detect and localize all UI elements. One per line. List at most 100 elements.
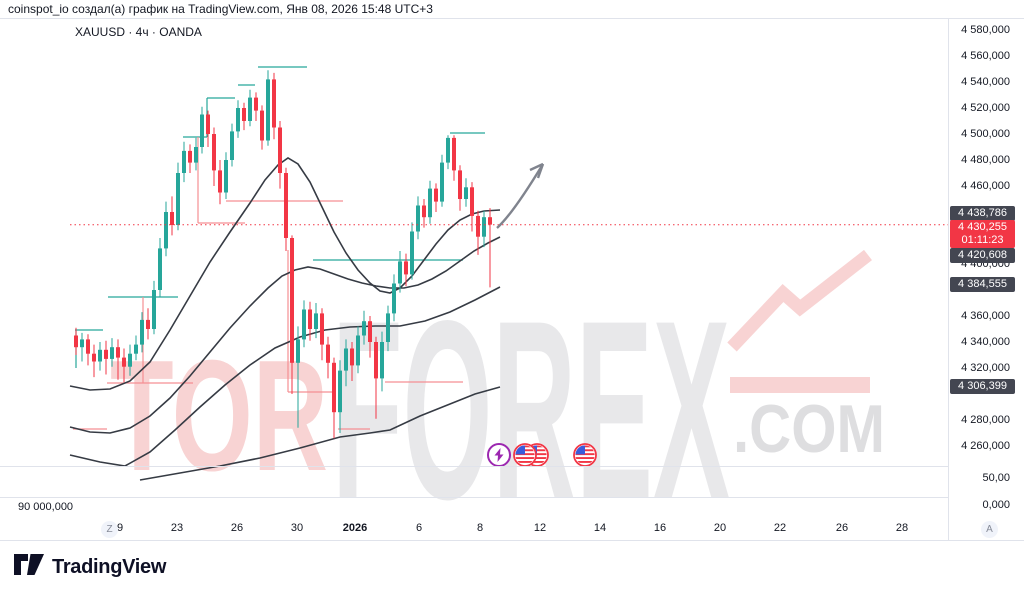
candle-body: [308, 309, 312, 329]
candle-body: [326, 344, 330, 363]
axis-reset-button[interactable]: A: [981, 521, 998, 538]
us-flag-event-icon[interactable]: [513, 443, 537, 467]
price-tick-label: 4 460,000: [961, 180, 1010, 192]
top-frame-line: [0, 18, 1024, 19]
candle-body: [392, 283, 396, 314]
volume-axis-right-label: 0,000: [982, 499, 1010, 511]
candle-body: [212, 134, 216, 171]
pane-separator-2[interactable]: [0, 497, 948, 498]
time-tick-label: 20: [713, 522, 727, 534]
timezone-button[interactable]: Z: [101, 521, 118, 538]
price-axis-border: [948, 18, 949, 540]
candle-body: [362, 321, 366, 336]
candle-body: [116, 347, 120, 358]
us-flag-event-icon[interactable]: [573, 443, 597, 467]
candle-body: [164, 212, 168, 249]
candle-body: [176, 173, 180, 225]
candle-body: [368, 321, 372, 342]
time-tick-label: 2026: [342, 522, 368, 534]
candle-body: [380, 342, 384, 379]
candle-body: [470, 187, 474, 216]
time-tick-label: 16: [653, 522, 667, 534]
candle-body: [446, 137, 450, 163]
time-tick-label: 8: [476, 522, 484, 534]
candle-body: [332, 362, 336, 413]
candle-body: [92, 353, 96, 362]
candle-body: [440, 162, 444, 202]
candle-body: [410, 231, 414, 275]
candle-body: [98, 349, 102, 362]
symbol-title: XAUUSD · 4ч · OANDA: [75, 25, 202, 39]
candle-body: [170, 212, 174, 225]
watermark-underline: [730, 377, 870, 393]
volume-axis-label: 90 000,000: [18, 501, 74, 513]
candle-body: [404, 261, 408, 275]
time-tick-label: 26: [230, 522, 244, 534]
candle-body: [374, 342, 378, 379]
price-badge: 4 420,608: [950, 248, 1015, 263]
price-badge: 4 438,786: [950, 206, 1015, 221]
tradingview-logo-text: TradingView: [52, 555, 167, 578]
price-badge: 4 384,555: [950, 277, 1015, 292]
candle-body: [266, 79, 270, 141]
price-tick-label: 4 560,000: [961, 50, 1010, 62]
candle-body: [458, 170, 462, 199]
time-tick-label: 30: [290, 522, 304, 534]
tradingview-logo[interactable]: TradingView: [14, 554, 166, 580]
price-badge: 4 430,255 01:11:23: [950, 220, 1015, 248]
watermark-word-gray: FOREX: [332, 268, 730, 553]
trend-arrow-head: [529, 162, 544, 172]
candle-body: [302, 309, 306, 340]
ma-slowest[interactable]: [139, 386, 501, 481]
event-icons-layer[interactable]: [487, 443, 597, 467]
candle-body: [242, 108, 246, 121]
candle-body: [80, 339, 84, 348]
price-tick-label: 4 360,000: [961, 310, 1010, 322]
time-tick-label: 22: [773, 522, 787, 534]
time-tick-label: 23: [170, 522, 184, 534]
candle-body: [218, 170, 222, 193]
candle-body: [134, 344, 138, 354]
candle-body: [476, 215, 480, 237]
time-tick-label: 26: [835, 522, 849, 534]
watermark-zigzag-arrow: [727, 249, 872, 352]
candle-body: [272, 79, 276, 128]
lightning-event-icon[interactable]: [487, 443, 511, 467]
candle-body: [200, 114, 204, 147]
time-tick-label: 14: [593, 522, 607, 534]
candle-body: [344, 348, 348, 371]
candle-body: [284, 173, 288, 238]
candle-body: [254, 97, 258, 111]
trend-arrow[interactable]: [496, 163, 545, 229]
candle-body: [320, 313, 324, 345]
candle-body: [206, 114, 210, 134]
candle-body: [194, 147, 198, 163]
price-tick-label: 4 500,000: [961, 128, 1010, 140]
candle-body: [434, 188, 438, 202]
chart-plot-layer[interactable]: [69, 66, 948, 481]
watermark: TOR FOREX .COM: [110, 249, 885, 553]
ma-slow[interactable]: [69, 286, 501, 467]
time-tick-label: 28: [895, 522, 909, 534]
price-tick-label: 4 580,000: [961, 24, 1010, 36]
ma-mid[interactable]: [69, 236, 501, 434]
bottom-frame-line: [0, 540, 1024, 541]
candle-body: [74, 335, 78, 348]
candle-body: [122, 357, 126, 367]
candle-body: [128, 353, 132, 367]
candle-body: [338, 370, 342, 413]
candle-body: [278, 127, 282, 173]
ma-fast[interactable]: [69, 157, 501, 391]
tradingview-logo-icon: [14, 554, 44, 575]
candle-body: [488, 217, 492, 225]
price-tick-label: 4 320,000: [961, 362, 1010, 374]
price-tick-label: 4 540,000: [961, 76, 1010, 88]
price-tick-label: 4 520,000: [961, 102, 1010, 114]
candle-body: [416, 205, 420, 232]
price-tick-label: 4 280,000: [961, 414, 1010, 426]
pane-separator-1[interactable]: [0, 466, 948, 467]
candle-body: [146, 319, 150, 329]
candle-body: [230, 131, 234, 160]
candle-body: [158, 248, 162, 290]
